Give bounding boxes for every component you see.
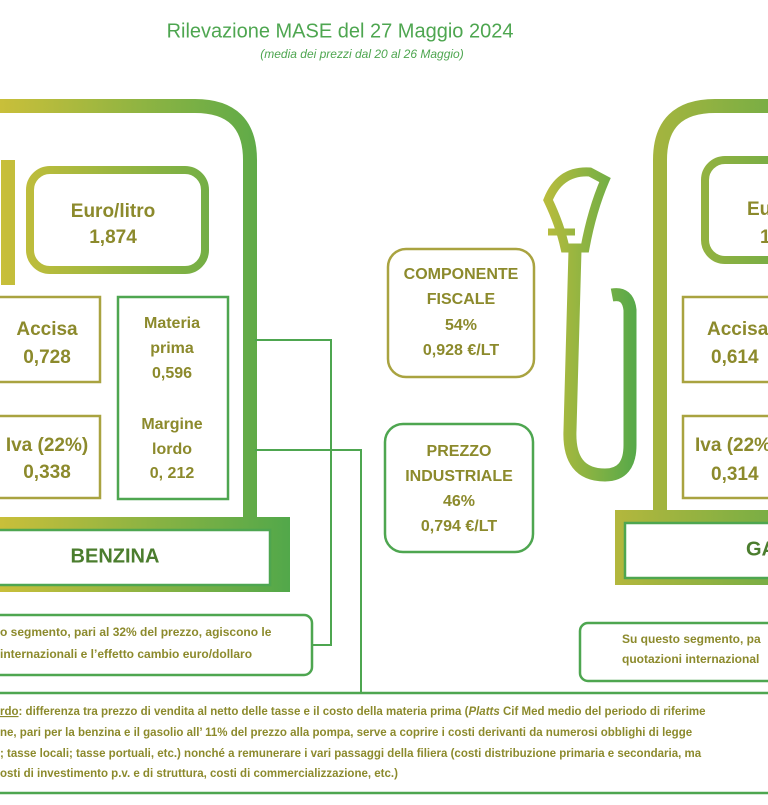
footnote-term: rdo: [0, 706, 19, 718]
pump-right: [615, 99, 768, 585]
footnote-line: osti di investimento p.v. e di struttura…: [0, 768, 398, 780]
nozzle: [543, 167, 637, 482]
margine-value: 0, 212: [150, 465, 195, 482]
industrial-summary-box: [383, 422, 535, 554]
footnote-text: Cif Med medio del periodo di riferime: [500, 706, 706, 718]
note-box: [578, 621, 768, 683]
footnote-box: [0, 691, 768, 795]
subtitle: (media dei prezzi dal 20 al 26 Maggio): [260, 47, 463, 61]
fiscal-label: COMPONENTE: [404, 266, 519, 283]
iva-value: 0,338: [23, 462, 71, 483]
industrial-percent: 46%: [443, 493, 475, 510]
accisa-box: [681, 295, 768, 384]
accisa-box: [0, 295, 102, 384]
price: 1: [760, 227, 768, 248]
margine-label: lordo: [152, 441, 192, 458]
fiscal-amount: 0,928 €/LT: [423, 342, 499, 359]
footnote-line: ; tasse locali; tasse portuali, etc.) no…: [0, 748, 702, 760]
note-line: Su questo segmento, pa: [622, 632, 761, 646]
accisa-value: 0,728: [23, 347, 71, 368]
fuel-name: GA: [746, 538, 768, 560]
footnote-line: ne, pari per la benzina e il gasolio all…: [0, 727, 692, 739]
materia-label: prima: [150, 340, 194, 357]
title: Rilevazione MASE del 27 Maggio 2024: [167, 20, 514, 42]
accisa-label: Accisa: [707, 319, 768, 340]
footnote-text: Platts: [468, 706, 499, 718]
note-box: [0, 613, 314, 677]
fiscal-box: [386, 247, 536, 379]
accisa-label: Accisa: [16, 319, 78, 340]
note-line: o segmento, pari al 32% del prezzo, agis…: [0, 625, 272, 639]
price: 1,874: [89, 227, 137, 248]
fiscal-label: FISCALE: [427, 291, 496, 308]
note-line: internazionali e l’effetto cambio euro/d…: [0, 647, 252, 661]
fiscal-percent: 54%: [445, 317, 477, 334]
materia-label: Materia: [144, 315, 200, 332]
industrial-amount: 0,794 €/LT: [421, 518, 497, 535]
iva-box: [0, 414, 102, 500]
connector: [255, 339, 332, 646]
industrial-label: INDUSTRIALE: [405, 468, 513, 485]
iva-box: [681, 414, 768, 500]
pump-left: [0, 99, 290, 592]
fuel-name: BENZINA: [71, 545, 160, 567]
industrial-label: PREZZO: [427, 443, 492, 460]
note-line: quotazioni internazional: [622, 652, 759, 666]
iva-label: Iva (22%: [695, 435, 768, 456]
margine-label: Margine: [141, 416, 202, 433]
iva-value: 0,314: [711, 464, 759, 485]
accisa-value: 0,614: [711, 347, 759, 368]
iva-label: Iva (22%): [6, 435, 88, 456]
footnote-line: rdo: differenza tra prezzo di vendita al…: [0, 706, 706, 718]
connector: [255, 449, 362, 693]
industrial-box: [116, 295, 230, 501]
unit: Eur: [747, 199, 768, 220]
unit: Euro/litro: [71, 201, 155, 222]
materia-value: 0,596: [152, 365, 192, 382]
footnote-text: : differenza tra prezzo di vendita al ne…: [19, 706, 469, 718]
